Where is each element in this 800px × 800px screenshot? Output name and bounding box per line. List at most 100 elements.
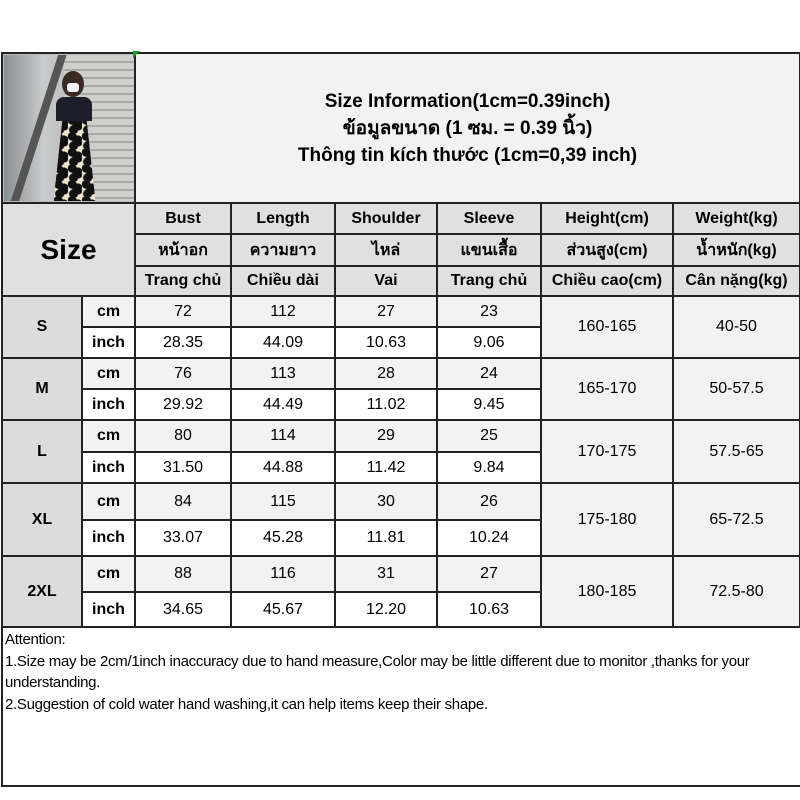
measurement-cell: 11.81 [334,519,438,557]
table-row: inch 31.50 44.88 11.42 9.84 [2,451,800,484]
measurement-cell: 25 [436,419,542,453]
measurement-cell: 72 [134,295,232,328]
measurement-cell: 112 [230,295,336,328]
column-header: หน้าอก [134,233,232,267]
measurement-cell: 10.63 [436,591,542,628]
unit-label: cm [81,357,136,390]
size-label: L [1,419,83,484]
measurement-cell: 44.88 [230,451,336,484]
unit-label: inch [81,326,136,359]
measurement-cell: 31.50 [134,451,232,484]
column-header: แขนเสื้อ [436,233,542,267]
size-chart-table: Size Information(1cm=0.39inch) ข้อมูลขนา… [1,52,800,628]
column-header: Height(cm) [540,202,674,235]
measurement-cell: 88 [134,555,232,593]
weight-cell: 50-57.5 [672,357,800,421]
column-header: ไหล่ [334,233,438,267]
unit-label: cm [81,419,136,453]
column-header: Chiều dài [230,265,336,297]
size-header: Size [1,202,136,297]
table-row: inch 33.07 45.28 11.81 10.24 [2,519,800,557]
measurement-cell: 28.35 [134,326,232,359]
cell-marker [133,51,140,58]
column-header: น้ำหนัก(kg) [672,233,800,267]
title-english: Size Information(1cm=0.39inch) [324,90,611,112]
column-header: Cân nặng(kg) [672,265,800,297]
measurement-cell: 33.07 [134,519,232,557]
measurement-cell: 10.24 [436,519,542,557]
weight-cell: 65-72.5 [672,482,800,557]
column-header: Shoulder [334,202,438,235]
measurement-cell: 34.65 [134,591,232,628]
unit-label: cm [81,555,136,593]
title-thai: ข้อมูลขนาด (1 ซม. = 0.39 นิ้ว) [342,117,593,139]
height-cell: 160-165 [540,295,674,359]
measurement-cell: 23 [436,295,542,328]
column-header: Length [230,202,336,235]
weight-cell: 72.5-80 [672,555,800,628]
measurement-cell: 31 [334,555,438,593]
measurement-cell: 30 [334,482,438,521]
table-row: 2XL cm 88 116 31 27 180-185 72.5-80 [1,555,800,628]
size-label: XL [1,482,83,557]
column-header: Bust [134,202,232,235]
column-header: ส่วนสูง(cm) [540,233,674,267]
column-header: Trang chủ [134,265,232,297]
column-header: Sleeve [436,202,542,235]
unit-label: cm [81,482,136,521]
measurement-cell: 24 [436,357,542,390]
measurement-cell: 26 [436,482,542,521]
measurement-cell: 9.06 [436,326,542,359]
measurement-cell: 44.49 [230,388,336,421]
measurement-cell: 76 [134,357,232,390]
unit-label: inch [81,591,136,628]
height-cell: 175-180 [540,482,674,557]
attention-note-2: 2.Suggestion of cold water hand washing,… [5,695,488,713]
size-label: 2XL [1,555,83,628]
measurement-cell: 80 [134,419,232,453]
measurement-cell: 9.45 [436,388,542,421]
column-header: Vai [334,265,438,297]
table-row: XL cm 84 115 30 26 175-180 65-72.5 [1,482,800,557]
measurement-cell: 84 [134,482,232,521]
title-vietnamese: Thông tin kích thước (1cm=0,39 inch) [297,144,638,166]
unit-label: inch [81,519,136,557]
measurement-cell: 45.67 [230,591,336,628]
product-photo [1,52,136,204]
measurement-cell: 113 [230,357,336,390]
weight-cell: 40-50 [672,295,800,359]
size-info-title: Size Information(1cm=0.39inch) ข้อมูลขนา… [134,52,800,204]
measurement-cell: 44.09 [230,326,336,359]
column-header: Weight(kg) [672,202,800,235]
unit-label: cm [81,295,136,328]
measurement-cell: 10.63 [334,326,438,359]
measurement-cell: 29.92 [134,388,232,421]
attention-notes: Attention: 1.Size may be 2cm/1inch inacc… [1,626,800,787]
attention-note-1: 1.Size may be 2cm/1inch inaccuracy due t… [5,652,750,692]
column-header: Chiều cao(cm) [540,265,674,297]
unit-label: inch [81,451,136,484]
height-cell: 165-170 [540,357,674,421]
measurement-cell: 27 [436,555,542,593]
weight-cell: 57.5-65 [672,419,800,484]
measurement-cell: 27 [334,295,438,328]
measurement-cell: 12.20 [334,591,438,628]
height-cell: 170-175 [540,419,674,484]
size-label: M [1,357,83,421]
measurement-cell: 114 [230,419,336,453]
unit-label: inch [81,388,136,421]
table-row: inch 34.65 45.67 12.20 10.63 [2,591,800,628]
size-label: S [1,295,83,359]
measurement-cell: 9.84 [436,451,542,484]
measurement-cell: 11.02 [334,388,438,421]
measurement-cell: 115 [230,482,336,521]
measurement-cell: 11.42 [334,451,438,484]
column-header: Trang chủ [436,265,542,297]
attention-heading: Attention: [5,631,66,648]
table-row: inch 28.35 44.09 10.63 9.06 [2,326,800,359]
table-row: inch 29.92 44.49 11.02 9.45 [2,388,800,421]
measurement-cell: 116 [230,555,336,593]
measurement-cell: 28 [334,357,438,390]
